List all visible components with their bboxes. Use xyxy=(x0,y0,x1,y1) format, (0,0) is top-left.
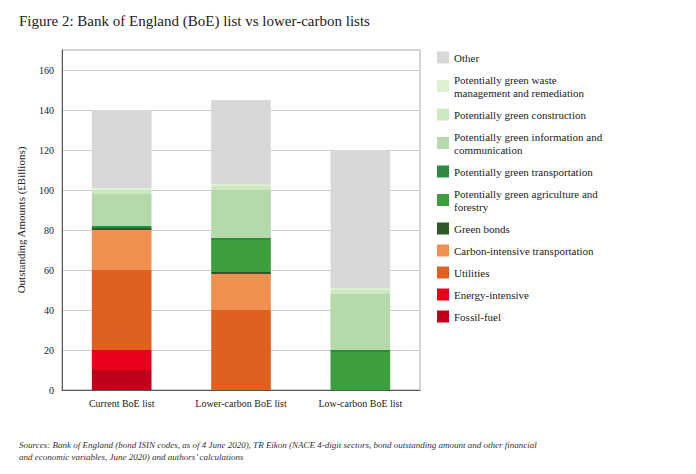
svg-text:Potentially green construction: Potentially green construction xyxy=(454,109,586,121)
svg-text:Potentially green agriculture: Potentially green agriculture and xyxy=(454,188,598,200)
svg-text:40: 40 xyxy=(44,305,54,316)
svg-text:Low-carbon BoE list: Low-carbon BoE list xyxy=(318,398,402,409)
svg-text:80: 80 xyxy=(44,225,54,236)
svg-text:60: 60 xyxy=(44,265,54,276)
svg-text:Utilities: Utilities xyxy=(454,267,489,279)
svg-text:Potentially green information: Potentially green information and xyxy=(454,131,603,143)
svg-text:Current BoE list: Current BoE list xyxy=(89,398,155,409)
svg-text:communication: communication xyxy=(454,144,523,156)
svg-text:0: 0 xyxy=(49,385,54,396)
svg-text:Energy-intensive: Energy-intensive xyxy=(454,289,529,301)
svg-text:Other: Other xyxy=(454,52,479,64)
svg-text:120: 120 xyxy=(39,145,54,156)
svg-text:management and remediation: management and remediation xyxy=(454,87,585,99)
svg-text:160: 160 xyxy=(39,65,54,76)
svg-text:Lower-carbon BoE list: Lower-carbon BoE list xyxy=(195,398,287,409)
svg-text:Fossil-fuel: Fossil-fuel xyxy=(454,311,501,323)
svg-text:and economic variables, June 2: and economic variables, June 2020) and a… xyxy=(19,452,244,462)
svg-text:20: 20 xyxy=(44,345,54,356)
svg-text:140: 140 xyxy=(39,105,54,116)
svg-text:Outstanding Amounts (£Billions: Outstanding Amounts (£Billions) xyxy=(15,146,28,293)
svg-text:Figure 2: Bank of England (BoE: Figure 2: Bank of England (BoE) list vs … xyxy=(19,13,370,30)
svg-text:Carbon-intensive transportatio: Carbon-intensive transportation xyxy=(454,245,594,257)
svg-text:forestry: forestry xyxy=(454,201,489,213)
svg-text:100: 100 xyxy=(39,185,54,196)
svg-text:Green bonds: Green bonds xyxy=(454,223,510,235)
svg-text:Sources: Bank of England (bond: Sources: Bank of England (bond ISIN code… xyxy=(19,440,537,450)
svg-text:Potentially green transportati: Potentially green transportation xyxy=(454,166,593,178)
svg-text:Potentially green waste: Potentially green waste xyxy=(454,74,557,86)
